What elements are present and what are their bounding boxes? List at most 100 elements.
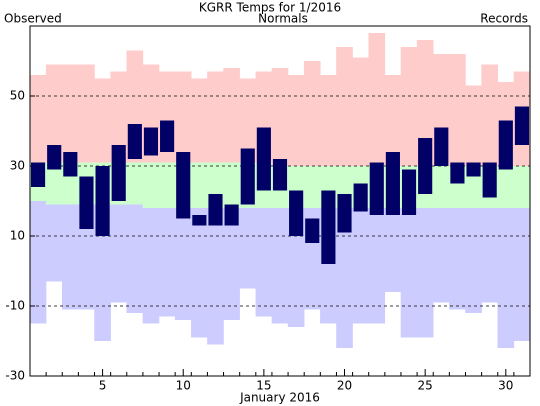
legend-entry: Records <box>480 12 528 26</box>
record-low-band <box>110 204 128 303</box>
record-low-band <box>497 208 515 348</box>
record-low-band <box>207 208 224 345</box>
record-low-band <box>287 208 305 327</box>
observed-bar <box>176 152 191 219</box>
observed-bar <box>337 194 352 233</box>
record-high-band <box>271 68 289 166</box>
normal-band <box>191 162 208 208</box>
observed-bar <box>434 127 449 166</box>
observed-bar <box>160 120 175 152</box>
record-high-band <box>94 78 111 163</box>
record-low-band <box>191 208 208 338</box>
observed-bar <box>256 127 271 191</box>
normal-band <box>432 166 450 208</box>
record-high-band <box>78 64 95 163</box>
observed-bar <box>305 218 320 243</box>
observed-bar <box>95 166 110 236</box>
record-high-band <box>481 64 498 166</box>
observed-bar <box>498 120 513 170</box>
y-tick-label: 50 <box>10 89 25 103</box>
observed-bar <box>369 162 384 215</box>
chart-title: KGRR Temps for 1/2016 <box>199 1 341 15</box>
record-low-band <box>416 208 434 338</box>
observed-bar <box>63 152 78 177</box>
record-low-band <box>45 204 63 282</box>
record-low-band <box>94 204 111 341</box>
observed-bar <box>353 183 368 212</box>
legend-entry: Normals <box>258 12 308 26</box>
record-low-band <box>449 208 466 310</box>
record-low-band <box>239 208 257 289</box>
observed-bar <box>192 215 207 226</box>
record-low-band <box>368 208 386 324</box>
record-low-band <box>400 208 418 338</box>
record-high-band <box>465 85 482 166</box>
observed-bar <box>450 162 465 184</box>
record-high-band <box>223 68 240 163</box>
record-high-band <box>191 78 208 163</box>
record-low-band <box>432 208 450 303</box>
record-low-band <box>62 204 79 310</box>
y-tick-label: -30 <box>5 369 25 383</box>
record-high-band <box>400 47 418 166</box>
record-high-band <box>207 71 224 163</box>
record-high-band <box>320 75 337 166</box>
record-low-band <box>513 208 531 341</box>
normal-band <box>303 166 321 208</box>
x-tick-label: 20 <box>337 379 352 393</box>
record-high-band <box>352 57 369 166</box>
observed-bar <box>31 162 46 187</box>
record-low-band <box>352 208 369 324</box>
observed-bar <box>272 159 288 191</box>
legend-entry: Observed <box>4 12 62 26</box>
record-high-band <box>239 78 257 163</box>
observed-bar <box>482 162 497 198</box>
observed-bar <box>289 190 304 236</box>
observed-bar <box>240 148 255 205</box>
record-high-band <box>45 64 63 163</box>
record-high-band <box>29 75 47 163</box>
observed-bar <box>208 194 223 226</box>
normal-band <box>223 162 240 208</box>
observed-bar <box>224 204 239 226</box>
observed-bar <box>466 162 481 177</box>
x-tick-label: 5 <box>99 379 107 393</box>
observed-bar <box>321 190 336 264</box>
record-high-band <box>384 75 402 166</box>
record-low-band <box>336 208 353 348</box>
normal-band <box>142 162 160 208</box>
normal-band <box>497 166 515 208</box>
record-low-band <box>29 201 47 324</box>
record-high-band <box>416 40 434 166</box>
y-tick-label: 30 <box>10 159 25 173</box>
record-high-band <box>336 47 353 166</box>
observed-bar <box>514 106 529 145</box>
y-tick-label: -10 <box>5 299 25 313</box>
observed-bar <box>127 124 142 159</box>
x-tick-label: 30 <box>498 379 513 393</box>
plot-frame <box>29 25 531 377</box>
normal-band <box>513 166 531 208</box>
observed-bar <box>79 176 94 229</box>
x-tick-label: 25 <box>418 379 433 393</box>
record-low-band <box>78 204 95 310</box>
record-low-band <box>158 208 176 317</box>
observed-bar <box>47 145 62 170</box>
normal-band <box>158 162 176 208</box>
record-low-band <box>384 208 402 292</box>
record-high-band <box>110 71 128 163</box>
record-high-band <box>62 64 79 163</box>
record-low-band <box>271 208 289 324</box>
x-axis-label: January 2016 <box>239 391 320 405</box>
record-high-band <box>368 33 386 166</box>
observed-bar <box>418 138 433 194</box>
record-high-band <box>449 54 466 166</box>
record-high-band <box>303 61 321 166</box>
record-high-band <box>287 75 305 166</box>
normal-band <box>126 162 144 205</box>
observed-bar <box>143 127 159 156</box>
observed-bar <box>111 145 126 201</box>
record-low-band <box>126 204 144 313</box>
observed-bar <box>401 169 417 215</box>
